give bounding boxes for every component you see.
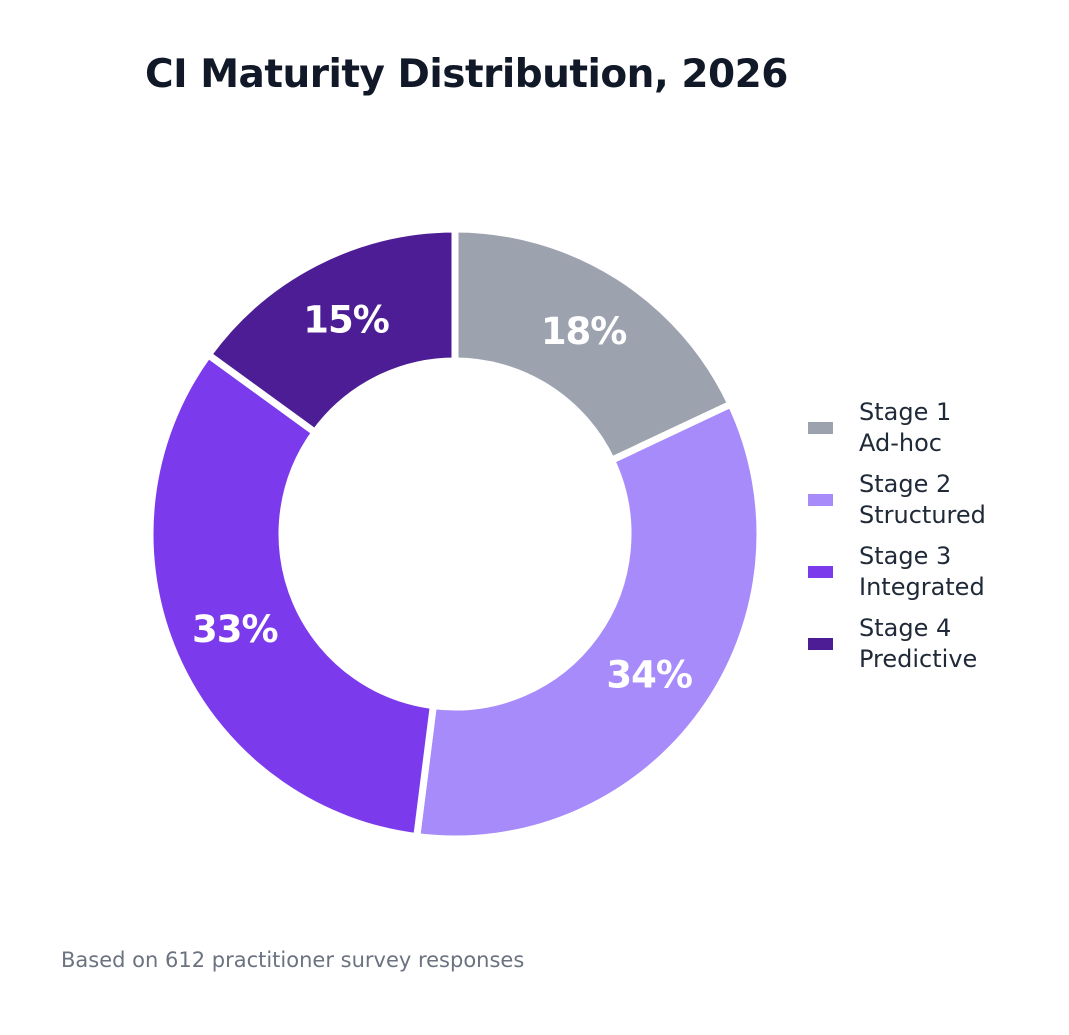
legend-label-stage-2: Stage 2 xyxy=(859,470,952,498)
legend-label-stage-3: Stage 3 xyxy=(859,542,952,570)
donut-label-stage-2: 34% xyxy=(606,654,692,697)
donut-label-stage-1: 18% xyxy=(541,310,627,353)
legend-swatch-stage-1 xyxy=(808,422,833,434)
legend-sublabel-stage-3: Integrated xyxy=(859,573,985,601)
legend-label-stage-1: Stage 1 xyxy=(859,398,952,426)
donut-slice-stage-1 xyxy=(451,225,736,465)
legend-sublabel-stage-4: Predictive xyxy=(859,645,978,673)
legend-swatch-stage-4 xyxy=(808,638,833,650)
legend-sublabel-stage-1: Ad-hoc xyxy=(859,429,942,457)
donut-slice-stage-4 xyxy=(203,225,459,438)
legend-label-stage-4: Stage 4 xyxy=(859,614,952,642)
legend-swatch-stage-2 xyxy=(808,494,833,506)
legend-swatch-stage-3 xyxy=(808,566,833,578)
chart-title: CI Maturity Distribution, 2026 xyxy=(145,52,788,97)
donut-slice-stage-3 xyxy=(146,349,438,841)
legend-sublabel-stage-2: Structured xyxy=(859,501,986,529)
donut-label-stage-4: 15% xyxy=(303,299,389,342)
chart-footnote: Based on 612 practitioner survey respons… xyxy=(61,948,525,972)
donut-slice-stage-2 xyxy=(412,399,764,843)
donut-label-stage-3: 33% xyxy=(192,608,278,651)
